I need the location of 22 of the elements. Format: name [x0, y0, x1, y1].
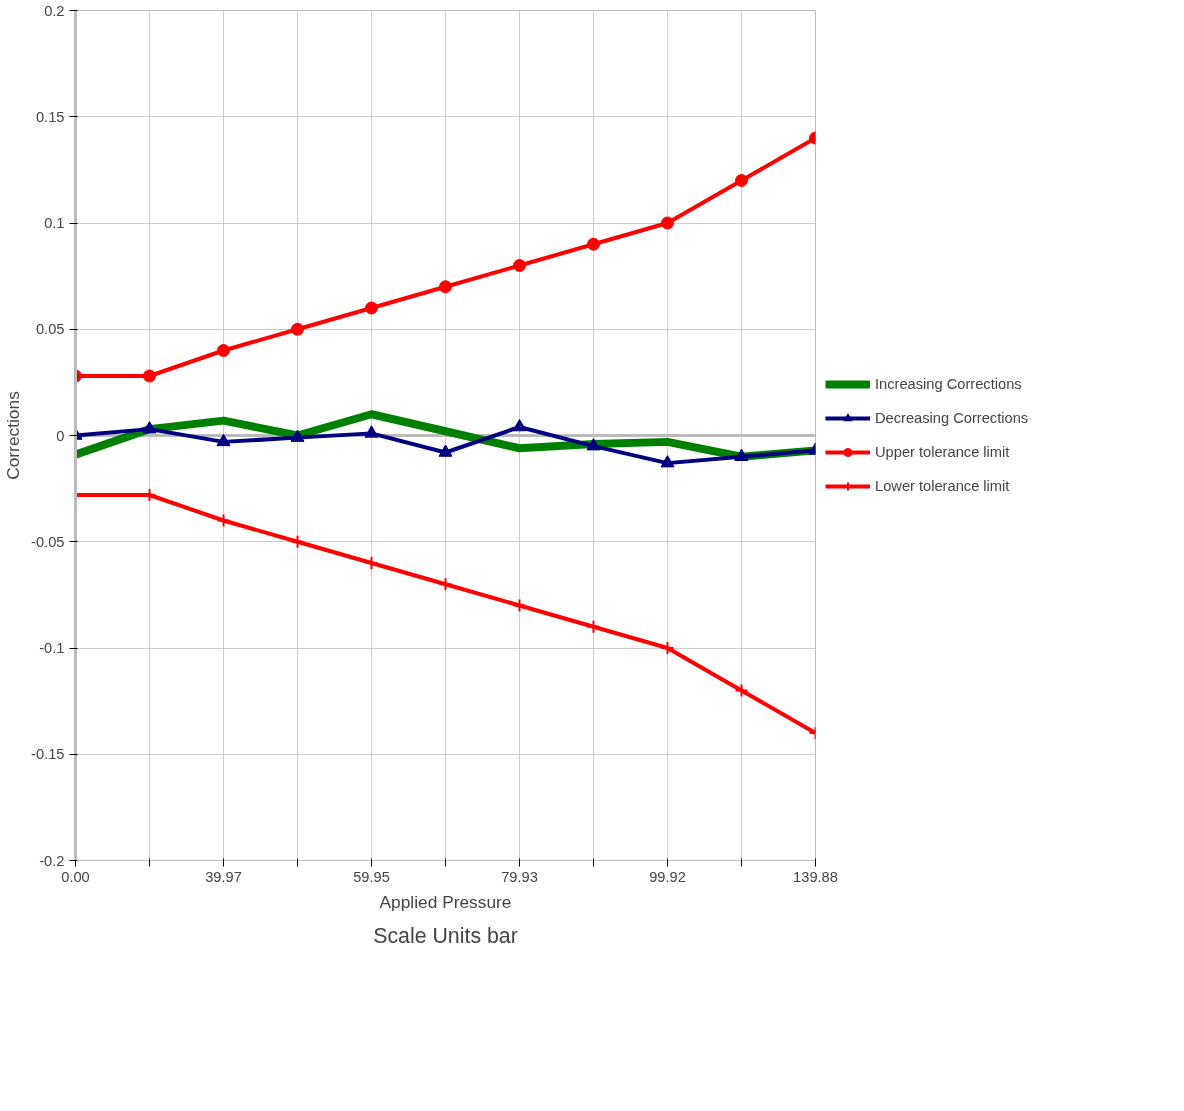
y-tick-label: 0.1: [44, 215, 65, 231]
x-tick-label: 0.00: [61, 868, 90, 885]
y-tick-label: -0.2: [39, 852, 65, 869]
y-tick-label: 0.2: [44, 2, 65, 19]
y-tick-label: -0.15: [31, 746, 65, 763]
y-axis-title: Corrections: [3, 390, 24, 480]
x-tick-label: 79.93: [501, 868, 538, 885]
y-tick-label: -0.1: [39, 640, 65, 656]
legend-label: Upper tolerance limit: [875, 444, 1010, 460]
y-tick-label: 0.15: [35, 108, 65, 125]
y-tick-label: 0: [56, 427, 65, 444]
legend-label: Lower tolerance limit: [875, 478, 1010, 494]
legend-label: Decreasing Corrections: [875, 410, 1029, 426]
x-tick-label: 59.95: [353, 868, 390, 885]
x-tick-label: 39.97: [205, 868, 242, 885]
x-axis-title: Applied Pressure: [379, 891, 512, 912]
x-tick-label: 99.92: [649, 868, 686, 885]
y-tick-label: 0.05: [35, 321, 65, 338]
x-tick-label: 139.88: [793, 868, 838, 885]
text: Scale Units bar: [373, 923, 518, 948]
legend-label: Increasing Corrections: [875, 376, 1022, 392]
y-tick-label: -0.05: [31, 533, 65, 550]
